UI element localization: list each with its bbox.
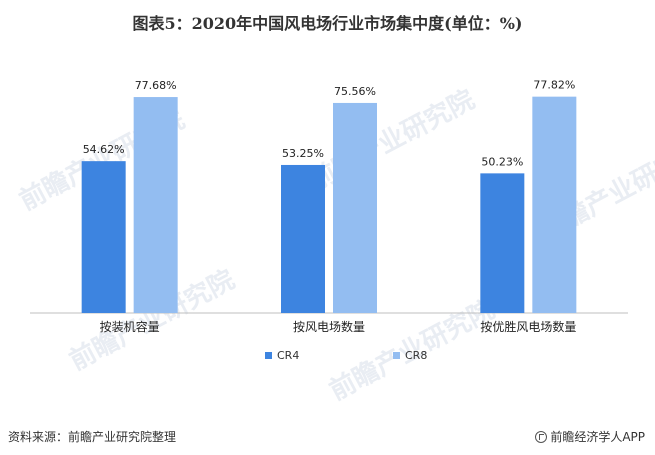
data-label-cr8-2: 77.82% <box>533 79 575 92</box>
bar-cr8-2 <box>532 96 577 313</box>
brand-label: 前瞻经济学人APP <box>550 430 645 444</box>
category-label-2: 按优胜风电场数量 <box>480 319 576 334</box>
legend-swatch-cr8 <box>393 352 400 359</box>
source-note: 资料来源：前瞻产业研究院整理 <box>8 430 177 444</box>
category-label-1: 按风电场数量 <box>293 319 365 334</box>
legend-label-cr4: CR4 <box>277 349 299 362</box>
category-label-0: 按装机容量 <box>100 319 160 334</box>
data-label-cr4-2: 50.23% <box>481 155 523 168</box>
brand-logo-icon <box>535 431 548 443</box>
data-label-cr4-0: 54.62% <box>83 143 125 156</box>
bar-cr8-0 <box>133 97 178 314</box>
bar-cr8-1 <box>333 102 377 313</box>
brand-note: 前瞻经济学人APP <box>535 428 645 445</box>
bar-cr4-2 <box>480 173 525 313</box>
data-label-cr8-1: 75.56% <box>334 85 376 98</box>
data-label-cr8-0: 77.68% <box>135 79 177 92</box>
legend-swatch-cr4 <box>265 352 272 359</box>
chart-title: 图表5：2020年中国风电场行业市场集中度(单位：%) <box>132 14 523 33</box>
bar-cr4-1 <box>281 164 325 313</box>
bar-cr4-0 <box>81 161 126 313</box>
legend-label-cr8: CR8 <box>405 349 427 362</box>
data-label-cr4-1: 53.25% <box>282 147 324 160</box>
